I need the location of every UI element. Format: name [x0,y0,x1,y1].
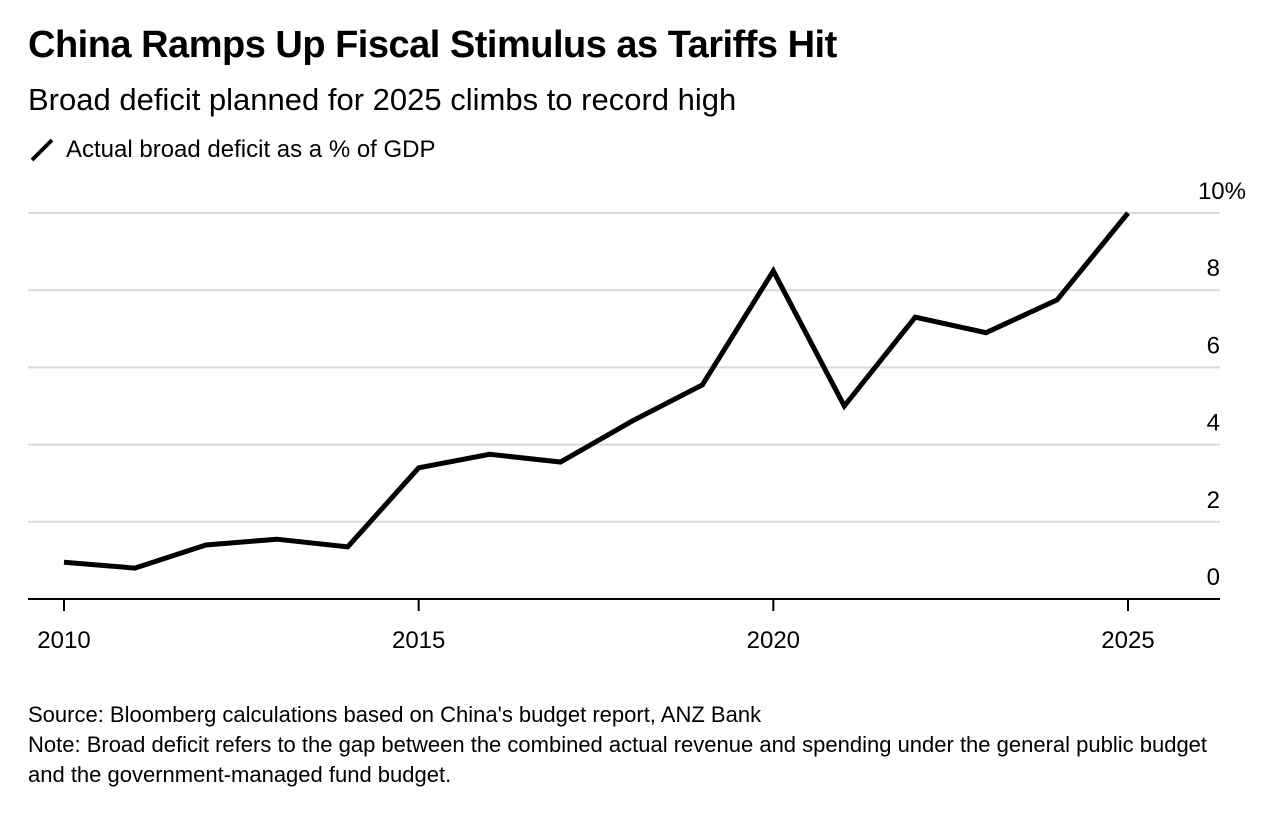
series-line [63,211,1130,571]
x-tick-label: 2010 [37,627,90,654]
y-tick-label: 0 [1207,564,1220,591]
y-tick-label: 8 [1207,255,1220,282]
methodology-note: Note: Broad deficit refers to the gap be… [28,732,1208,787]
gridlines [28,212,1220,523]
chart-title: China Ramps Up Fiscal Stimulus as Tariff… [28,24,837,66]
y-tick-label: 2 [1207,487,1220,514]
x-tick-label: 2015 [392,627,445,654]
y-axis: 0 2 4 6 8 10% [1198,178,1246,591]
x-axis [28,598,1220,611]
x-tick-label: 2025 [1101,627,1154,654]
series [63,211,1130,571]
y-tick-label: 10% [1198,178,1246,205]
x-tick-label: 2020 [747,627,800,654]
legend-line-icon [30,138,54,162]
x-tick-labels: 2010 2015 2020 2025 [37,627,1154,654]
footer: Source: Bloomberg calculations based on … [28,700,1248,790]
y-tick-label: 4 [1207,410,1220,437]
y-tick-label: 6 [1207,332,1220,359]
line-chart: 0 2 4 6 8 10% 2010 2015 2020 2025 [28,178,1246,654]
legend-label: Actual broad deficit as a % of GDP [66,136,436,163]
source-note: Source: Bloomberg calculations based on … [28,702,762,727]
legend: Actual broad deficit as a % of GDP [28,136,436,164]
chart-subtitle: Broad deficit planned for 2025 climbs to… [28,82,737,117]
